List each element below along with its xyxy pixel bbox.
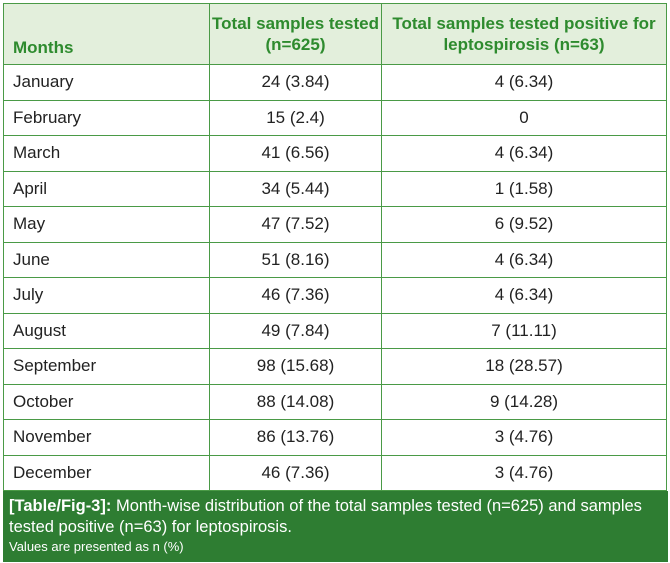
cell-positive-samples: 4 (6.34): [381, 135, 667, 172]
table-row: February 15 (2.4) 0: [3, 99, 667, 136]
cell-total-samples: 49 (7.84): [209, 312, 382, 349]
cell-positive-samples: 18 (28.57): [381, 348, 667, 385]
table-row: December 46 (7.36) 3 (4.76): [3, 454, 667, 491]
caption-line: [Table/Fig-3]: Month-wise distribution o…: [9, 496, 662, 538]
table-figure: Months Total samples tested (n=625) Tota…: [3, 3, 668, 562]
data-table: Months Total samples tested (n=625) Tota…: [3, 3, 667, 491]
table-row: October 88 (14.08) 9 (14.28): [3, 383, 667, 420]
cell-month: October: [3, 383, 210, 420]
table-row: May 47 (7.52) 6 (9.52): [3, 206, 667, 243]
cell-total-samples: 24 (3.84): [209, 64, 382, 101]
cell-total-samples: 41 (6.56): [209, 135, 382, 172]
cell-total-samples: 15 (2.4): [209, 99, 382, 136]
cell-total-samples: 34 (5.44): [209, 170, 382, 207]
cell-total-samples: 46 (7.36): [209, 454, 382, 491]
cell-month: July: [3, 277, 210, 314]
cell-month: April: [3, 170, 210, 207]
cell-positive-samples: 4 (6.34): [381, 277, 667, 314]
cell-month: June: [3, 241, 210, 278]
cell-month: March: [3, 135, 210, 172]
cell-month: November: [3, 419, 210, 456]
cell-positive-samples: 3 (4.76): [381, 454, 667, 491]
table-row: March 41 (6.56) 4 (6.34): [3, 135, 667, 172]
cell-total-samples: 51 (8.16): [209, 241, 382, 278]
cell-total-samples: 98 (15.68): [209, 348, 382, 385]
header-total-samples: Total samples tested (n=625): [209, 3, 382, 65]
table-row: April 34 (5.44) 1 (1.58): [3, 170, 667, 207]
table-row: August 49 (7.84) 7 (11.11): [3, 312, 667, 349]
cell-positive-samples: 0: [381, 99, 667, 136]
cell-month: September: [3, 348, 210, 385]
header-row: Months Total samples tested (n=625) Tota…: [3, 3, 667, 65]
cell-month: May: [3, 206, 210, 243]
table-row: January 24 (3.84) 4 (6.34): [3, 64, 667, 101]
cell-month: January: [3, 64, 210, 101]
header-months: Months: [3, 3, 210, 65]
caption-note: Values are presented as n (%): [9, 539, 184, 554]
cell-month: August: [3, 312, 210, 349]
table-row: November 86 (13.76) 3 (4.76): [3, 419, 667, 456]
caption-label: [Table/Fig-3]:: [9, 497, 112, 515]
cell-total-samples: 46 (7.36): [209, 277, 382, 314]
cell-total-samples: 86 (13.76): [209, 419, 382, 456]
cell-positive-samples: 4 (6.34): [381, 64, 667, 101]
caption-text: Month-wise distribution of the total sam…: [9, 497, 642, 536]
cell-positive-samples: 6 (9.52): [381, 206, 667, 243]
cell-month: December: [3, 454, 210, 491]
header-positive-samples: Total samples tested positive for leptos…: [381, 3, 667, 65]
cell-positive-samples: 4 (6.34): [381, 241, 667, 278]
cell-positive-samples: 1 (1.58): [381, 170, 667, 207]
table-row: September 98 (15.68) 18 (28.57): [3, 348, 667, 385]
table-row: June 51 (8.16) 4 (6.34): [3, 241, 667, 278]
cell-total-samples: 88 (14.08): [209, 383, 382, 420]
cell-positive-samples: 7 (11.11): [381, 312, 667, 349]
cell-positive-samples: 9 (14.28): [381, 383, 667, 420]
cell-positive-samples: 3 (4.76): [381, 419, 667, 456]
table-caption: [Table/Fig-3]: Month-wise distribution o…: [3, 491, 668, 562]
cell-total-samples: 47 (7.52): [209, 206, 382, 243]
table-row: July 46 (7.36) 4 (6.34): [3, 277, 667, 314]
cell-month: February: [3, 99, 210, 136]
